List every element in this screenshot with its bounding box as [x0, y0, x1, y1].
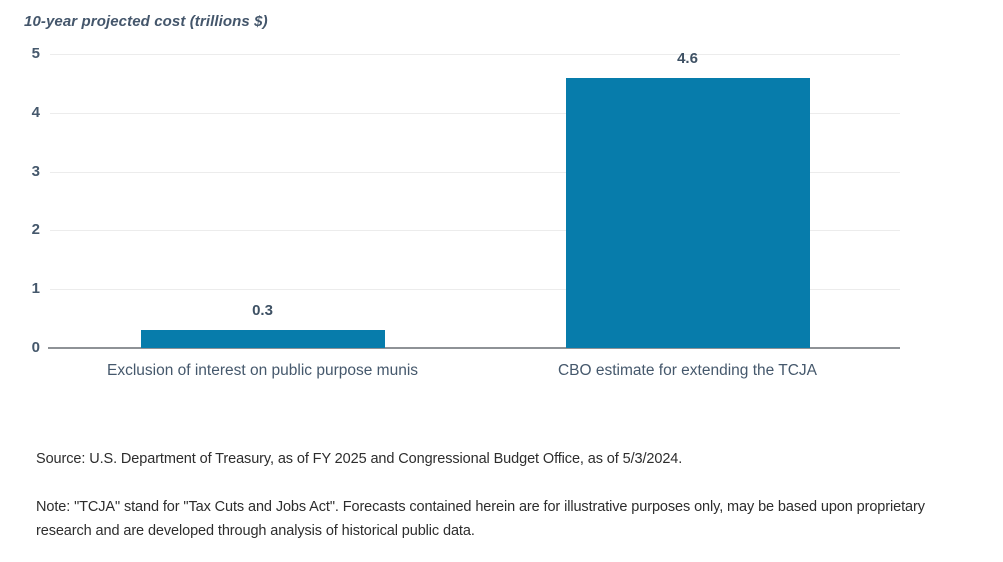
y-axis-tick-label: 0: [31, 339, 40, 356]
bar: [565, 77, 810, 348]
note-text-line-2: research and are developed through analy…: [36, 523, 475, 539]
note-text: Note: "TCJA" stand for "Tax Cuts and Job…: [36, 495, 925, 543]
gridline: [50, 54, 900, 55]
bar: [140, 330, 385, 348]
x-axis-category-label: Exclusion of interest on public purpose …: [106, 362, 419, 379]
gridline: [50, 230, 900, 232]
x-axis-category-label: CBO estimate for extending the TCJA: [557, 362, 818, 379]
y-axis-tick-label: 4: [31, 103, 40, 121]
note-text-line-1: Note: "TCJA" stand for "Tax Cuts and Job…: [36, 499, 925, 515]
bar-value-label: 0.3: [252, 302, 273, 320]
y-axis-tick-label: 5: [31, 45, 40, 62]
bar-value-label: 4.6: [677, 49, 698, 67]
y-axis-tick-label: 3: [31, 162, 40, 180]
source-text: Source: U.S. Department of Treasury, as …: [36, 451, 683, 467]
gridline: [50, 171, 900, 173]
y-axis-tick-label: 1: [31, 280, 40, 298]
bar-chart: 0 1 2 3 4 5 0.3 Exclusion of interest on public…: [31, 45, 900, 379]
y-axis-tick-label: 2: [31, 221, 40, 239]
gridline: [50, 289, 900, 291]
gridline: [50, 112, 900, 114]
chart-title: 10-year projected cost (trillions $): [24, 13, 268, 30]
x-axis-line: [48, 347, 900, 349]
